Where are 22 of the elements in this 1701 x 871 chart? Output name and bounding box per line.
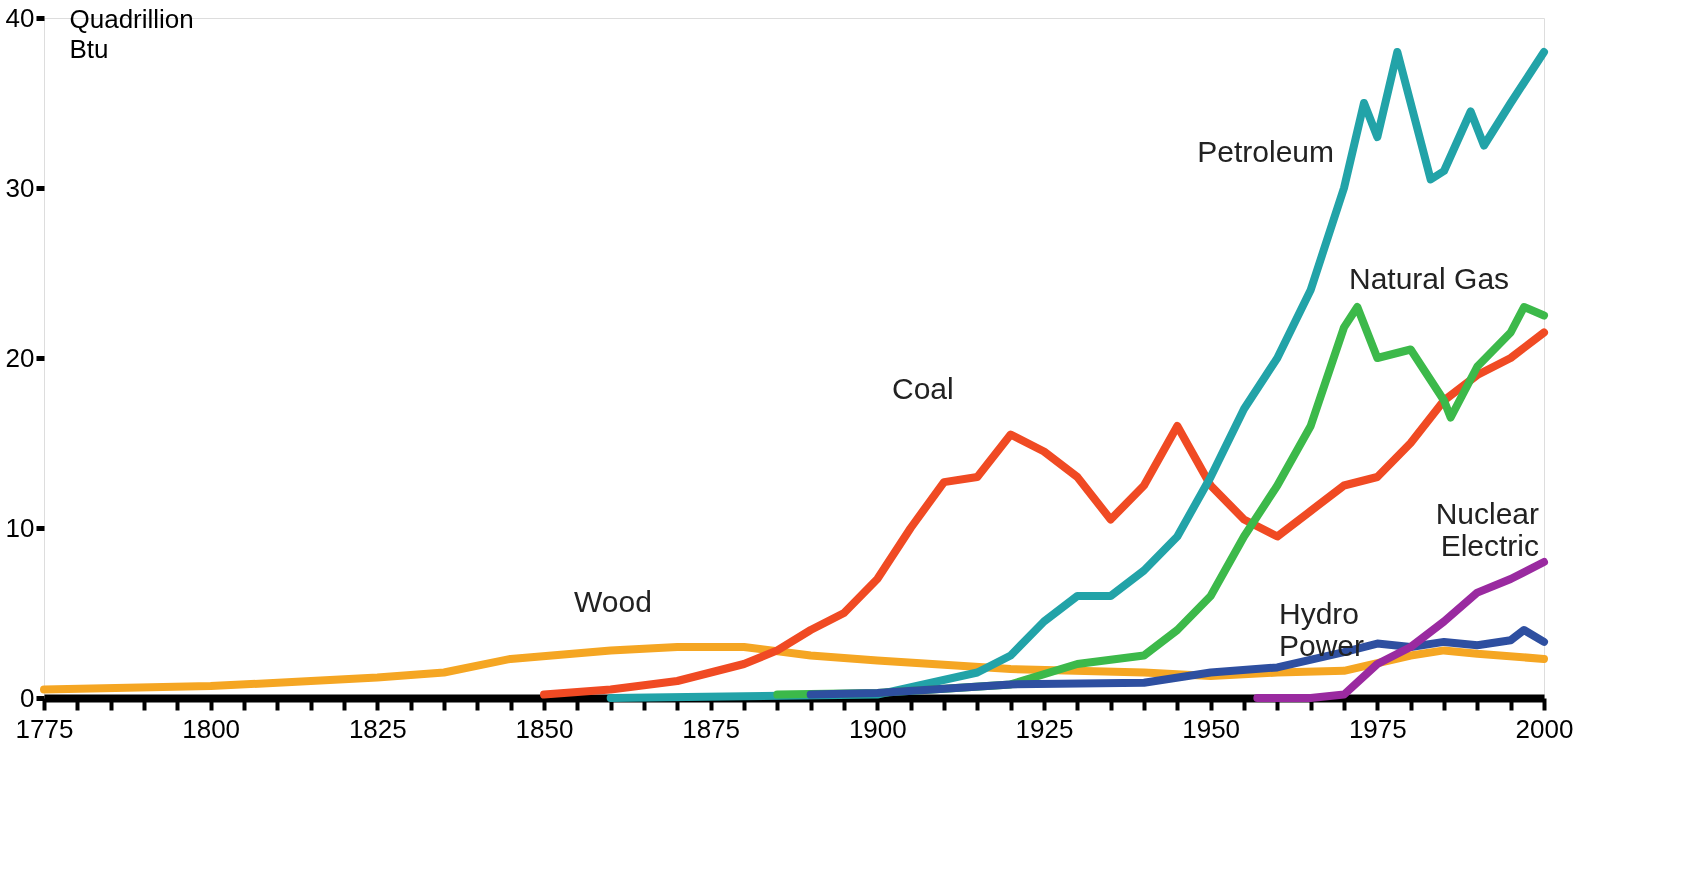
y-tick-label: 30 — [5, 172, 35, 203]
y-tick-label: 10 — [5, 512, 35, 543]
text: Coal — [892, 372, 954, 405]
x-tick-label: 1900 — [848, 713, 907, 744]
x-tick-label: 1775 — [15, 713, 74, 744]
series-label: Wood — [574, 585, 652, 618]
y-tick-label: 20 — [5, 342, 35, 373]
y-tick-label: 40 — [5, 2, 35, 33]
x-tick-label: 1925 — [1015, 713, 1074, 744]
series-label: Nuclear Electric — [1435, 497, 1540, 562]
x-tick-label: 1800 — [182, 713, 241, 744]
y-axis-title: Quadrillion Btu — [69, 3, 194, 64]
y-tick-label: 0 — [20, 682, 35, 713]
x-tick-label: 1950 — [1182, 713, 1241, 744]
x-tick-label: 2000 — [1515, 713, 1574, 744]
x-tick-label: 1875 — [682, 713, 741, 744]
x-tick-label: 1975 — [1348, 713, 1407, 744]
x-tick-label: 1825 — [348, 713, 407, 744]
series-label: Hydro Power — [1279, 597, 1365, 662]
series-label: Petroleum — [1197, 135, 1334, 168]
x-tick-label: 1850 — [515, 713, 574, 744]
series-label: Natural Gas — [1349, 262, 1510, 295]
